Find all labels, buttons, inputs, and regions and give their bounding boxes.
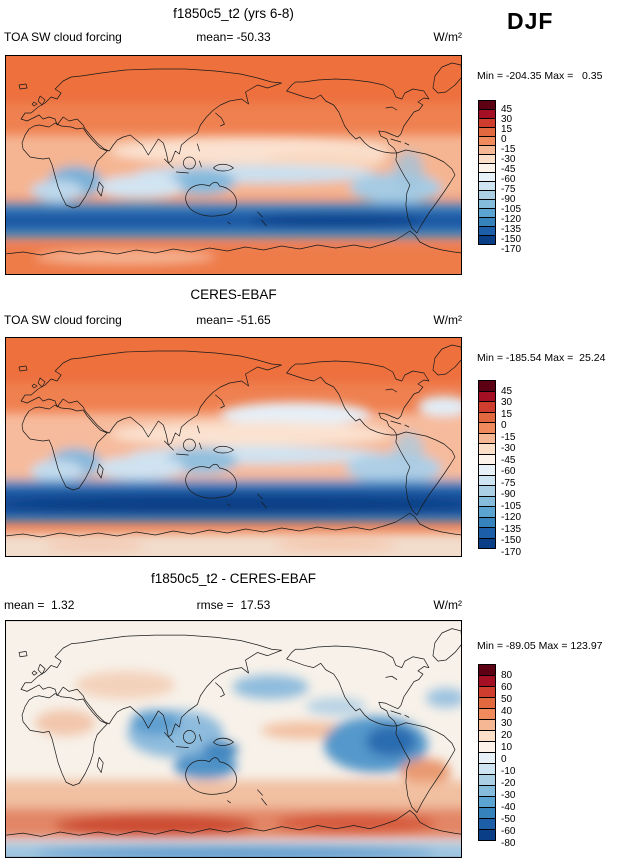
colorbar-diff: 80 60 50 40 30 20 10 0 -10 -20 -30 -40 -50 -60 -80: [478, 664, 515, 849]
colorbar-tick-label: 45: [501, 104, 513, 115]
colorbar-tick-label: -75: [501, 184, 516, 195]
units-label: W/m²: [433, 598, 462, 612]
colorbar-tick-label: -45: [501, 164, 516, 175]
colorbar-tick-label: -15: [501, 431, 516, 443]
map-obs: [5, 337, 462, 557]
colorbar-tick-label: -90: [501, 489, 516, 500]
colorbar-tick-label: -50: [501, 814, 516, 825]
mean-stat: mean= -51.65: [196, 313, 271, 327]
units-label: W/m²: [433, 313, 462, 327]
colorbar-tick-label: 45: [501, 385, 513, 397]
colorbar-tick-label: 0: [501, 420, 507, 431]
colorbar-tick-label: -60: [501, 826, 516, 837]
colorbar-tick-label: 50: [501, 694, 513, 705]
colorbar-tick-label: -150: [501, 535, 522, 546]
obs-field: [5, 337, 462, 557]
rmse-stat: rmse = 17.53: [196, 598, 271, 612]
colorbar-tick-label: -120: [501, 214, 522, 225]
season-label: DJF: [507, 8, 554, 34]
colorbar-tick-label: -40: [501, 802, 516, 813]
colorbar-tick-label: -30: [501, 154, 516, 165]
colorbar-box: [478, 235, 496, 245]
colorbar-tick-label: -30: [501, 790, 516, 801]
minmax-label: Min = -204.35 Max = 0.35: [477, 70, 603, 82]
colorbar-tick-label: -135: [501, 224, 522, 235]
colorbar-tick-label: 40: [501, 706, 513, 717]
colorbar-tick-label: -170: [501, 244, 522, 255]
colorbar-tick-label: 0: [501, 134, 507, 145]
colorbar-box: [478, 537, 496, 549]
colorbar-tick-label: -150: [501, 234, 522, 245]
minmax-label: Min = -185.54 Max = 25.24: [477, 352, 606, 364]
colorbar-tick-label: 30: [501, 397, 513, 408]
colorbar-tick-label: 15: [501, 408, 513, 420]
panel-title: f1850c5_t2 (yrs 6-8): [173, 6, 294, 21]
colorbar-tick-label: -20: [501, 778, 516, 789]
colorbar-obs: 45 30 15 0 -15 -30 -45 -60 -75 -90 -105 -120 -135 -15…: [478, 380, 521, 557]
colorbar-tick-label: 20: [501, 730, 513, 741]
colorbar-tick-label: 15: [501, 124, 513, 135]
colorbar-tick-label: -10: [501, 766, 516, 777]
variable-label: TOA SW cloud forcing: [4, 313, 122, 327]
colorbar-tick-label: -105: [501, 204, 522, 215]
mean-stat: mean = 1.32: [4, 598, 75, 612]
colorbar-tick-label: -170: [501, 546, 522, 558]
mean-stat: mean= -50.33: [196, 30, 271, 44]
colorbar-tick-label: 60: [501, 682, 513, 693]
colorbar-tick-label: -75: [501, 477, 516, 489]
colorbar-tick-label: 30: [501, 718, 513, 729]
colorbar-tick-label: -30: [501, 443, 516, 454]
colorbar-model: 45 30 15 0 -15 -30 -45 -60 -75 -90 -105 -120 -135 -15…: [478, 100, 521, 255]
map-model: [5, 55, 462, 275]
diff-field: [5, 620, 462, 858]
colorbar-tick-label: 80: [501, 670, 513, 681]
colorbar-tick-label: 30: [501, 114, 513, 125]
variable-label: TOA SW cloud forcing: [4, 30, 122, 44]
colorbar-tick-label: 10: [501, 742, 513, 753]
colorbar-tick-label: -80: [501, 838, 516, 849]
panel-title: CERES-EBAF: [190, 287, 277, 302]
panel-title: f1850c5_t2 - CERES-EBAF: [150, 571, 317, 586]
colorbar-tick-label: -60: [501, 174, 516, 185]
colorbar-tick-label: 0: [501, 754, 507, 765]
minmax-label: Min = -89.05 Max = 123.97: [477, 640, 603, 652]
colorbar-tick-label: -60: [501, 466, 516, 477]
units-label: W/m²: [433, 30, 462, 44]
colorbar-tick-label: -120: [501, 512, 522, 523]
colorbar-box: [478, 829, 496, 841]
colorbar-tick-label: -45: [501, 454, 516, 466]
colorbar-tick-label: -105: [501, 500, 522, 512]
colorbar-tick-label: -135: [501, 523, 522, 535]
colorbar-tick-label: -90: [501, 194, 516, 205]
model-field: [5, 55, 462, 275]
map-diff: [5, 620, 462, 858]
colorbar-tick-label: -15: [501, 144, 516, 155]
